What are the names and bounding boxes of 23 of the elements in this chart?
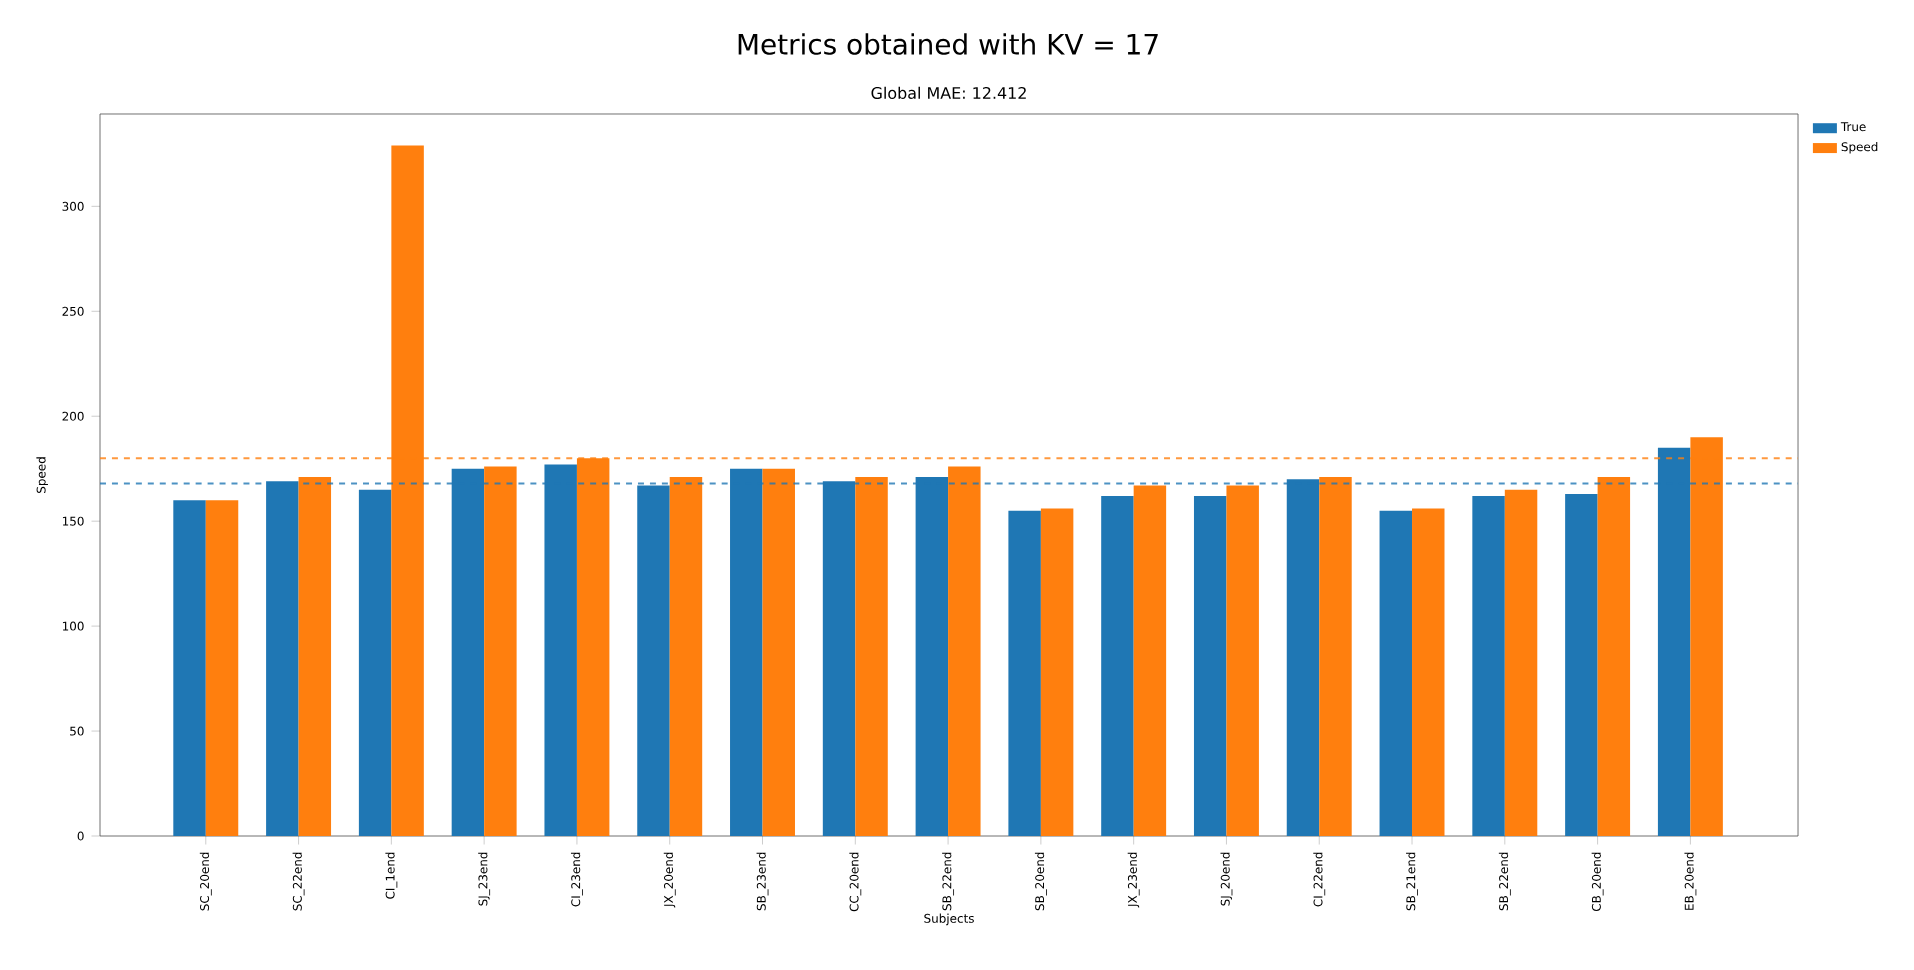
bar (1226, 485, 1259, 836)
bar (173, 500, 206, 836)
bar (1319, 477, 1352, 836)
bar (1193, 495, 1227, 836)
bar (1040, 508, 1074, 836)
bar (762, 468, 795, 836)
bar (948, 466, 981, 836)
bar (484, 466, 517, 836)
bar (1379, 510, 1413, 836)
bar (855, 477, 888, 836)
bar (1101, 495, 1134, 836)
bar (1472, 495, 1505, 836)
chart-title: Metrics obtained with KV = 17 (738, 33, 1158, 55)
bar (669, 477, 703, 836)
bar (1504, 489, 1538, 836)
bar (1008, 510, 1041, 836)
bar (1565, 493, 1598, 836)
bar (298, 477, 332, 836)
bar (205, 500, 239, 836)
bar (1133, 485, 1167, 836)
bar (1412, 508, 1445, 836)
bar (358, 489, 392, 836)
bar (1597, 477, 1631, 836)
